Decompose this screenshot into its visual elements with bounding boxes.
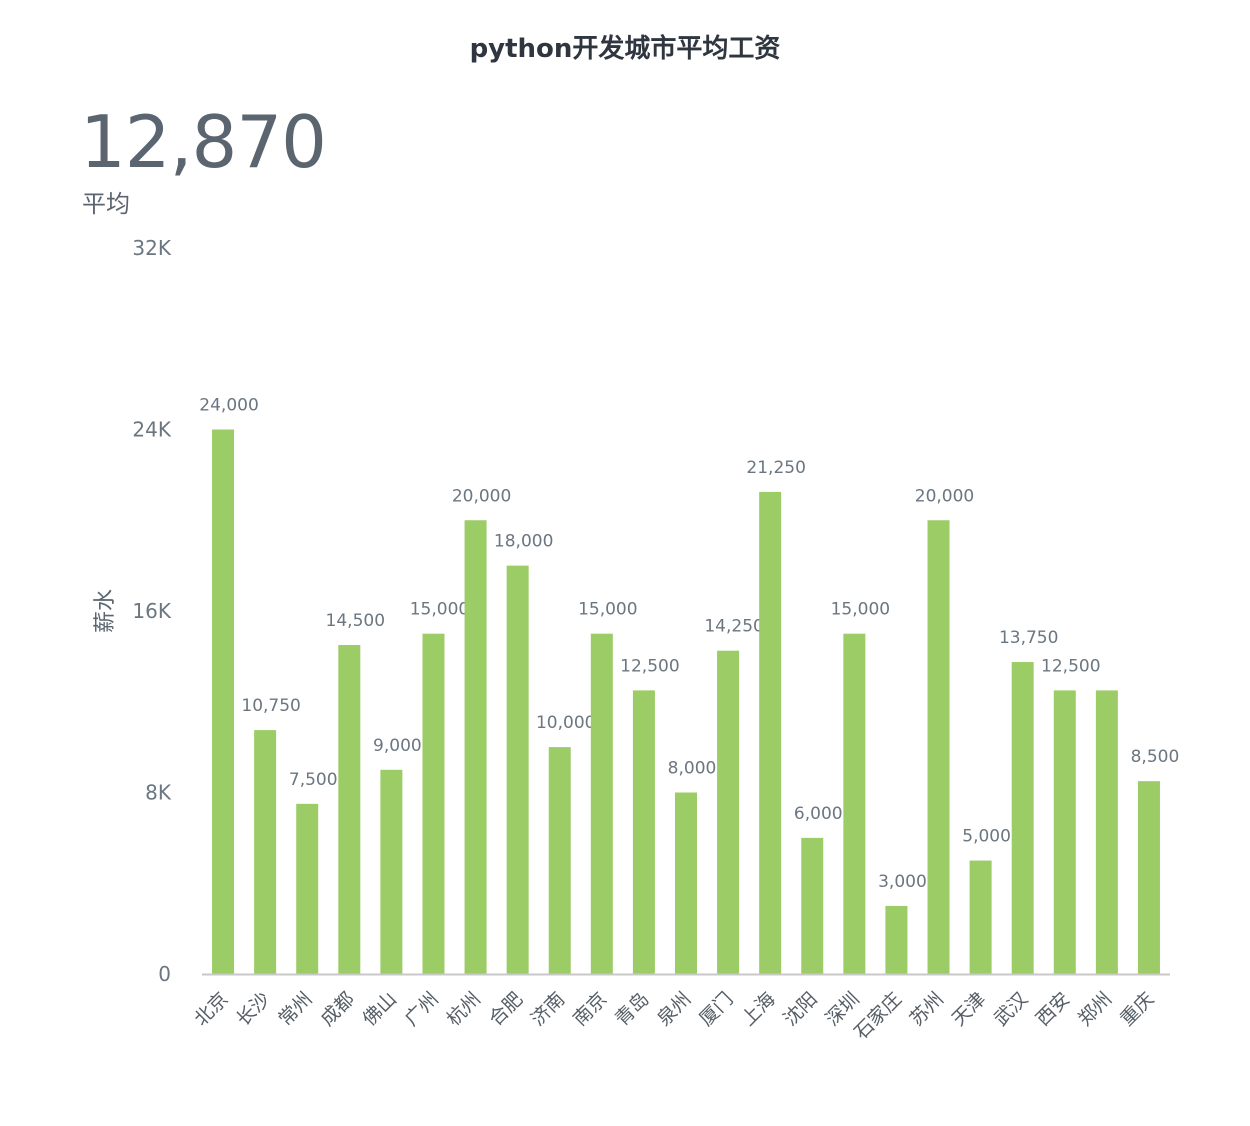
- bar: [254, 730, 277, 974]
- x-tick-label: 南京: [569, 988, 611, 1030]
- bar: [1053, 690, 1076, 974]
- x-tick-label: 上海: [737, 988, 779, 1030]
- data-label: 14,500: [326, 611, 385, 631]
- data-label: 9,000: [373, 736, 422, 756]
- x-tick-label: 常州: [274, 988, 316, 1030]
- y-tick-label: 16K: [132, 599, 171, 623]
- x-tick-label: 佛山: [358, 988, 400, 1030]
- data-label: 15,000: [831, 600, 890, 620]
- x-tick-label: 杭州: [443, 988, 485, 1030]
- y-tick-label: 0: [158, 962, 171, 986]
- average-value: 12,870: [80, 100, 327, 184]
- x-tick-label: 厦门: [695, 988, 737, 1030]
- bar: [885, 905, 908, 974]
- average-label: 平均: [82, 190, 130, 218]
- x-tick-label: 成都: [316, 988, 358, 1030]
- data-label: 21,250: [746, 458, 805, 478]
- bar: [801, 837, 824, 974]
- y-axis-title: 薪水: [93, 589, 118, 633]
- data-label: 15,000: [578, 600, 637, 620]
- bar: [590, 633, 613, 974]
- data-label: 3,000: [878, 872, 927, 892]
- bar: [1011, 662, 1034, 974]
- bar: [464, 520, 487, 974]
- x-tick-label: 郑州: [1074, 988, 1116, 1030]
- bar: [927, 520, 950, 974]
- data-label: 10,000: [536, 713, 595, 733]
- data-label: 12,500: [620, 656, 679, 676]
- data-label: 10,750: [241, 696, 300, 716]
- bar: [843, 633, 866, 974]
- y-tick-label: 32K: [132, 236, 171, 260]
- data-label: 8,500: [1131, 747, 1180, 767]
- bar: [1137, 781, 1160, 974]
- bar: [759, 491, 782, 974]
- data-label: 14,250: [704, 617, 763, 637]
- bar: [212, 429, 235, 974]
- data-label: 5,000: [962, 827, 1011, 847]
- data-label: 20,000: [915, 486, 974, 506]
- x-tick-label: 西安: [1032, 988, 1074, 1030]
- data-label: 20,000: [452, 486, 511, 506]
- x-tick-label: 济南: [527, 988, 569, 1030]
- x-tick-label: 长沙: [232, 988, 274, 1030]
- x-tick-label: 北京: [190, 988, 232, 1030]
- bar: [632, 690, 655, 974]
- bar: [338, 645, 361, 974]
- x-tick-label: 石家庄: [850, 988, 906, 1044]
- data-label: 7,500: [289, 770, 338, 790]
- y-tick-label: 8K: [145, 781, 172, 805]
- data-label: 12,500: [1041, 656, 1100, 676]
- chart-title: python开发城市平均工资: [469, 34, 781, 64]
- data-label: 24,000: [199, 396, 258, 416]
- x-tick-label: 天津: [948, 988, 990, 1030]
- data-label: 6,000: [794, 804, 843, 824]
- x-tick-label: 广州: [401, 988, 443, 1030]
- x-tick-label: 沈阳: [779, 988, 821, 1030]
- x-tick-label: 苏州: [906, 988, 948, 1030]
- bar: [296, 803, 319, 974]
- bar: [506, 565, 529, 974]
- bar: [717, 650, 740, 974]
- bar: [1095, 690, 1118, 974]
- data-label: 13,750: [999, 628, 1058, 648]
- x-tick-label: 青岛: [611, 988, 653, 1030]
- bar: [675, 792, 697, 974]
- x-tick-label: 合肥: [485, 988, 527, 1030]
- bar: [969, 860, 992, 974]
- x-tick-label: 重庆: [1116, 988, 1158, 1030]
- data-label: 18,000: [494, 532, 553, 552]
- bar: [380, 769, 403, 974]
- x-tick-label: 泉州: [653, 988, 695, 1030]
- bar: [422, 633, 445, 974]
- bar: [548, 747, 571, 974]
- x-tick-label: 武汉: [990, 988, 1032, 1030]
- y-tick-label: 24K: [132, 418, 171, 442]
- data-label: 8,000: [668, 759, 717, 779]
- data-label: 15,000: [410, 600, 469, 620]
